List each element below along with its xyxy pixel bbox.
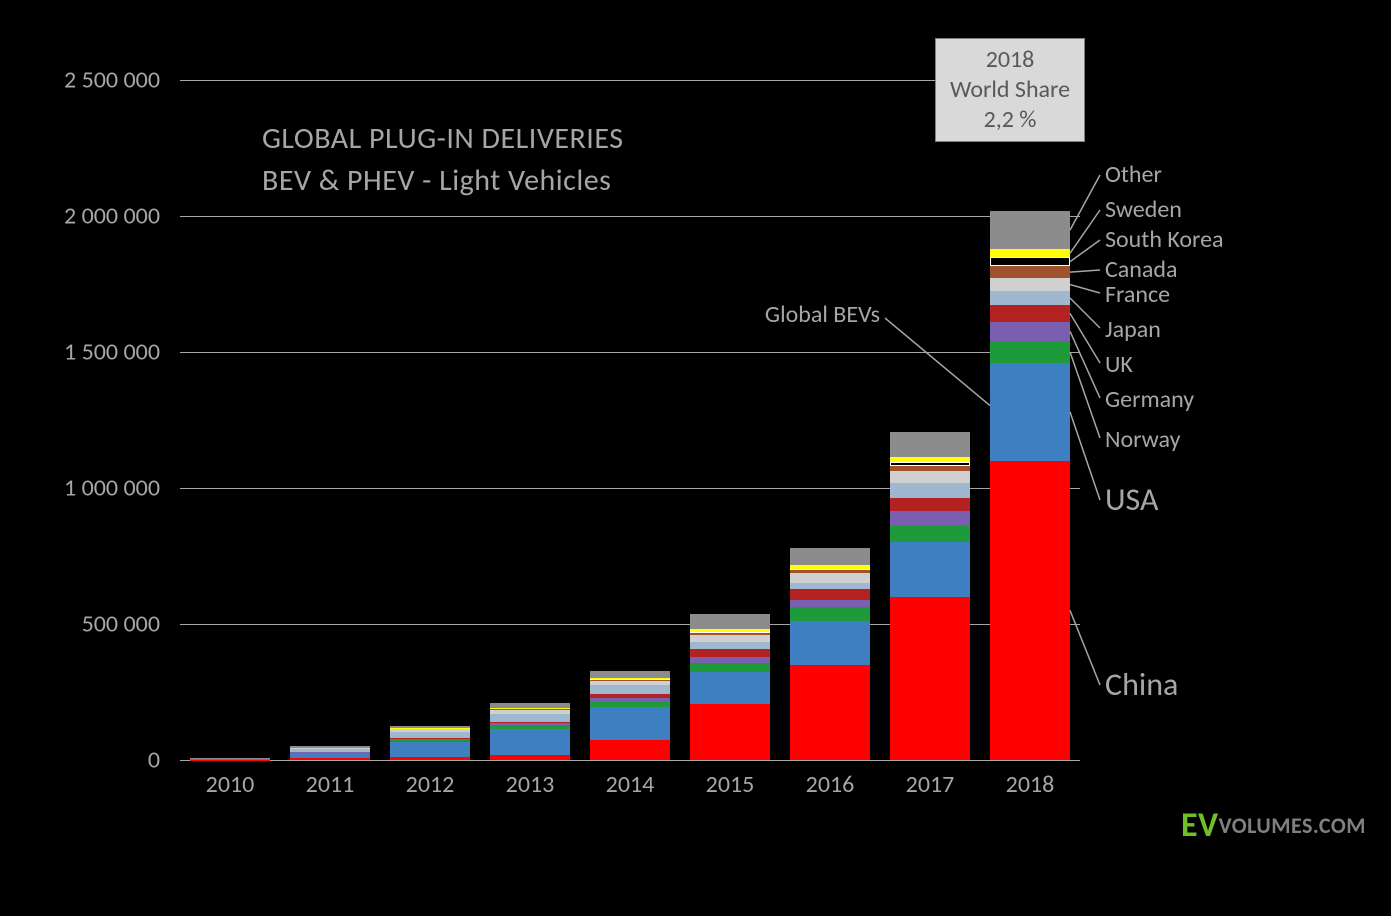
logo-ev: EV xyxy=(1181,805,1219,846)
leader-line xyxy=(1070,610,1100,685)
leader-line xyxy=(1070,285,1100,293)
legend-leaders xyxy=(0,0,1391,916)
brand-logo: EVVOLUMES.COM xyxy=(1181,805,1366,846)
leader-line xyxy=(1070,210,1100,253)
leader-line xyxy=(885,318,990,406)
leader-line xyxy=(1070,175,1100,230)
leader-line xyxy=(1070,240,1100,262)
chart-root: 201020112012201320142015201620172018 050… xyxy=(0,0,1391,916)
logo-rest: VOLUMES.COM xyxy=(1219,812,1366,839)
leader-line xyxy=(1070,298,1100,328)
leader-line xyxy=(1070,270,1100,272)
leader-line xyxy=(1070,313,1100,363)
